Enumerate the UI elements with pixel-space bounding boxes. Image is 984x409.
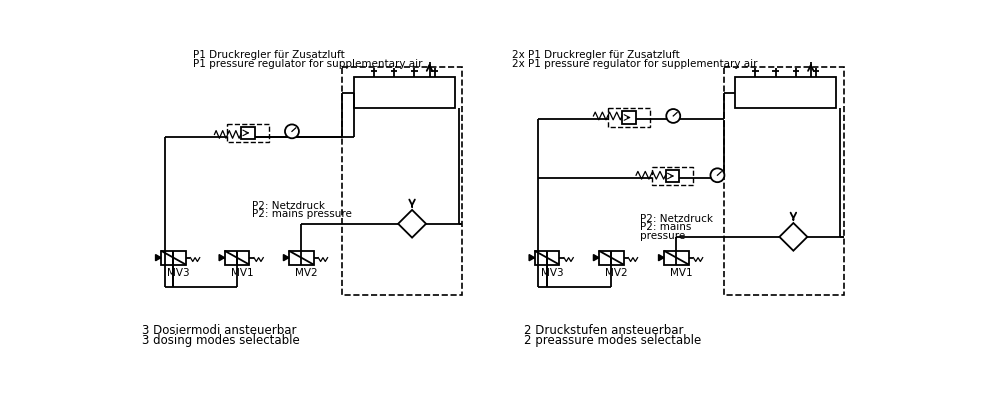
- Bar: [599, 251, 624, 265]
- Polygon shape: [219, 255, 224, 261]
- Bar: [651, 167, 694, 186]
- Text: MV1: MV1: [230, 267, 253, 277]
- Text: 3 Dosiermodi ansteuerbar: 3 Dosiermodi ansteuerbar: [143, 323, 297, 336]
- Bar: [227, 124, 269, 143]
- Text: 2 preassure modes selectable: 2 preassure modes selectable: [523, 333, 701, 346]
- Bar: [342, 68, 462, 295]
- Text: MV2: MV2: [295, 267, 318, 277]
- Bar: [241, 128, 255, 140]
- Text: 2x P1 pressure regulator for supplementary air: 2x P1 pressure regulator for supplementa…: [512, 59, 758, 69]
- Bar: [665, 171, 679, 183]
- Polygon shape: [529, 255, 534, 261]
- Text: P2: Netzdruck: P2: Netzdruck: [640, 213, 713, 223]
- Circle shape: [285, 125, 299, 139]
- Bar: [622, 112, 636, 124]
- Bar: [354, 78, 455, 109]
- Bar: [161, 251, 186, 265]
- Text: 2 Druckstufen ansteuerbar: 2 Druckstufen ansteuerbar: [523, 323, 683, 336]
- Text: P2: mains pressure: P2: mains pressure: [253, 209, 352, 218]
- Text: 2x P1 Druckregler für Zusatzluft: 2x P1 Druckregler für Zusatzluft: [512, 50, 680, 60]
- Polygon shape: [283, 255, 289, 261]
- Polygon shape: [658, 255, 664, 261]
- Polygon shape: [399, 210, 426, 238]
- Text: MV2: MV2: [605, 267, 628, 277]
- Text: P2: Netzdruck: P2: Netzdruck: [253, 200, 326, 210]
- Text: MV3: MV3: [541, 267, 564, 277]
- Polygon shape: [155, 255, 161, 261]
- Text: MV1: MV1: [670, 267, 693, 277]
- Bar: [534, 251, 559, 265]
- Polygon shape: [779, 223, 807, 251]
- Text: pressure: pressure: [640, 230, 685, 240]
- Bar: [664, 251, 689, 265]
- Polygon shape: [593, 255, 599, 261]
- Text: 3 dosing modes selectable: 3 dosing modes selectable: [143, 333, 300, 346]
- Text: P2: mains: P2: mains: [640, 222, 692, 231]
- Bar: [723, 68, 843, 295]
- Text: P1 Druckregler für Zusatzluft: P1 Druckregler für Zusatzluft: [193, 50, 344, 60]
- Circle shape: [666, 110, 680, 124]
- Bar: [224, 251, 249, 265]
- Bar: [735, 78, 836, 109]
- Circle shape: [710, 169, 724, 183]
- Bar: [289, 251, 314, 265]
- Text: P1 pressure regulator for supplementary air: P1 pressure regulator for supplementary …: [193, 59, 422, 69]
- Text: MV3: MV3: [167, 267, 190, 277]
- Bar: [608, 109, 650, 128]
